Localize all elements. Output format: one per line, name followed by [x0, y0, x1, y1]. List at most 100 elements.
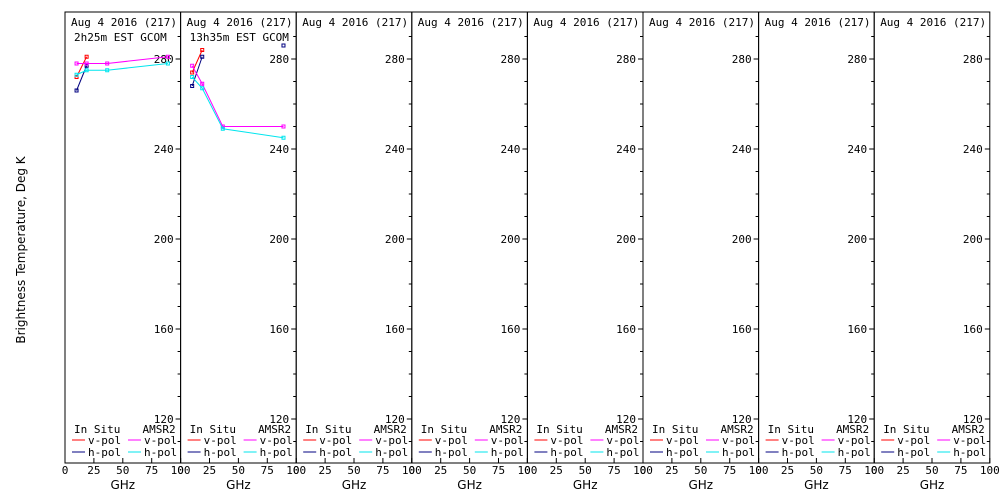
series-line: [191, 76, 284, 139]
legend-amsr2-hpol: h-pol: [144, 446, 177, 459]
data-point: [190, 63, 195, 68]
x-axis-label: GHz: [573, 478, 598, 492]
x-tick-label: 75: [261, 464, 274, 477]
x-tick-label: 0: [755, 464, 762, 477]
legend-amsr2-hpol: h-pol: [953, 446, 986, 459]
legend-amsr2: AMSR2: [374, 423, 407, 436]
y-tick-label: 120: [154, 413, 174, 426]
panel-7: Aug 4 2016 (217) 120 160 200 240 280 0 25 50 75 10…: [755, 11, 884, 492]
y-tick-label: 240: [269, 143, 289, 156]
data-point: [74, 72, 79, 77]
x-tick-label: 50: [116, 464, 129, 477]
panel-title: Aug 4 2016 (217): [187, 16, 293, 29]
y-tick-label: 120: [269, 413, 289, 426]
y-tick-label: 240: [732, 143, 752, 156]
panel-1: Aug 4 2016 (217) 2h25m EST GCOM 120 160 200 2…: [62, 11, 191, 492]
legend-amsr2-vpol: v-pol: [491, 434, 524, 447]
data-point: [74, 75, 79, 79]
x-tick-label: 0: [62, 464, 69, 477]
data-point: [200, 86, 205, 91]
x-tick-label: 50: [463, 464, 476, 477]
x-tick-label: 25: [896, 464, 909, 477]
y-tick-label: 200: [616, 233, 636, 246]
x-tick-label: 0: [293, 464, 300, 477]
x-tick-label: 50: [579, 464, 592, 477]
legend-in-situ: In Situ: [883, 423, 929, 436]
y-tick-label: 200: [385, 233, 405, 246]
legend-insitu-hpol: h-pol: [666, 446, 699, 459]
series-line: [76, 63, 168, 76]
legend-insitu-vpol: v-pol: [666, 434, 699, 447]
legend-amsr2: AMSR2: [720, 423, 753, 436]
x-axis-label: GHz: [804, 478, 829, 492]
legend-in-situ: In Situ: [74, 423, 120, 436]
y-axis-label: Brightness Temperature, Deg K: [14, 155, 28, 343]
x-tick-label: 75: [954, 464, 967, 477]
y-tick-label: 200: [501, 233, 521, 246]
data-point: [190, 84, 195, 88]
panel-subtitle: 13h35m EST GCOM: [190, 31, 290, 44]
x-tick-label: 100: [171, 464, 191, 477]
data-point: [281, 135, 286, 140]
legend-amsr2-vpol: v-pol: [260, 434, 293, 447]
data-point: [220, 126, 225, 131]
series-line: [191, 65, 284, 127]
legend-insitu-vpol: v-pol: [782, 434, 815, 447]
legend-insitu-hpol: h-pol: [88, 446, 121, 459]
panel-8: Aug 4 2016 (217) 120 160 200 240 280 0 25 50 75 10…: [871, 11, 1000, 492]
x-tick-label: 25: [665, 464, 678, 477]
y-tick-label: 120: [385, 413, 405, 426]
x-tick-label: 0: [871, 464, 878, 477]
y-tick-label: 280: [501, 53, 521, 66]
y-tick-label: 160: [963, 323, 983, 336]
panel-title: Aug 4 2016 (217): [533, 16, 639, 29]
legend-amsr2-hpol: h-pol: [722, 446, 755, 459]
x-axis-label: GHz: [688, 478, 713, 492]
y-tick-label: 240: [501, 143, 521, 156]
y-tick-label: 160: [847, 323, 867, 336]
x-tick-label: 25: [203, 464, 216, 477]
panel-subtitle: 2h25m EST GCOM: [74, 31, 167, 44]
y-tick-label: 120: [847, 413, 867, 426]
legend-amsr2: AMSR2: [489, 423, 522, 436]
y-tick-label: 280: [963, 53, 983, 66]
panel-3: Aug 4 2016 (217) 120 160 200 240 280 0 25 50 75 10…: [293, 11, 422, 492]
x-tick-label: 75: [145, 464, 158, 477]
y-tick-label: 280: [847, 53, 867, 66]
x-tick-label: 0: [524, 464, 531, 477]
legend-amsr2: AMSR2: [836, 423, 869, 436]
y-tick-label: 160: [501, 323, 521, 336]
y-tick-label: 160: [269, 323, 289, 336]
y-tick-label: 120: [616, 413, 636, 426]
legend-in-situ: In Situ: [652, 423, 698, 436]
legend-amsr2: AMSR2: [142, 423, 175, 436]
legend-insitu-hpol: h-pol: [204, 446, 237, 459]
legend-amsr2-vpol: v-pol: [722, 434, 755, 447]
legend-insitu-vpol: v-pol: [88, 434, 121, 447]
x-tick-label: 75: [607, 464, 620, 477]
legend-insitu-vpol: v-pol: [435, 434, 468, 447]
data-point: [84, 61, 89, 66]
data-point: [200, 81, 205, 86]
x-tick-label: 100: [864, 464, 884, 477]
x-axis-label: GHz: [342, 478, 367, 492]
y-tick-label: 120: [963, 413, 983, 426]
y-tick-label: 240: [385, 143, 405, 156]
y-tick-label: 120: [501, 413, 521, 426]
data-point: [165, 61, 170, 66]
legend-insitu-hpol: h-pol: [550, 446, 583, 459]
y-tick-label: 120: [732, 413, 752, 426]
legend-amsr2: AMSR2: [258, 423, 291, 436]
y-tick-label: 240: [847, 143, 867, 156]
series-line: [76, 56, 168, 64]
y-tick-label: 160: [732, 323, 752, 336]
data-point: [74, 61, 79, 66]
x-tick-label: 75: [376, 464, 389, 477]
x-tick-label: 50: [232, 464, 245, 477]
x-tick-label: 0: [408, 464, 415, 477]
y-tick-label: 200: [732, 233, 752, 246]
series-line: [191, 56, 203, 87]
panel-6: Aug 4 2016 (217) 120 160 200 240 280 0 25 50 75 10…: [640, 11, 769, 492]
panel-4: Aug 4 2016 (217) 120 160 200 240 280 0 25 50 75 10…: [408, 11, 537, 492]
